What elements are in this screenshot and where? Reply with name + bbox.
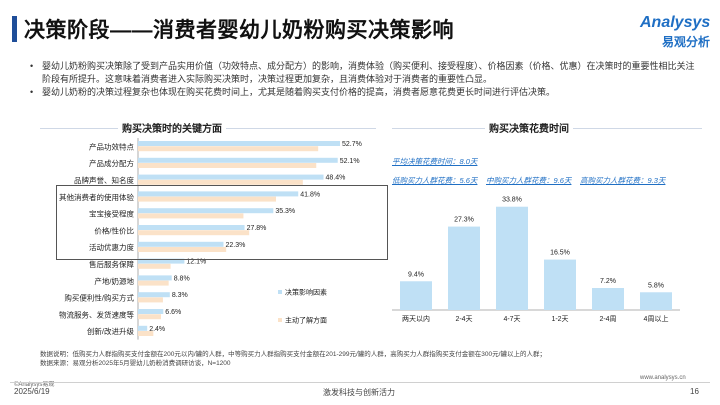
category-label: 产地/奶源地 xyxy=(94,276,134,286)
category-label: 物流服务、发货速度等 xyxy=(59,309,134,319)
data-label: 16.5% xyxy=(550,250,570,257)
bar-active-attention xyxy=(138,213,244,219)
title-accent-bar xyxy=(12,16,17,42)
bar-decision-factor xyxy=(138,258,185,264)
footer-slogan: 激发科技与创新活力 xyxy=(323,388,395,397)
summary-bullet-2: 婴幼儿奶粉的决策过程复杂也体现在购买花费时间上，尤其是随着购买支付价格的提高，消… xyxy=(30,86,702,99)
low-buyer-time-note: 低购买力人群花费：5.6天 xyxy=(392,176,478,185)
data-label: 41.8% xyxy=(300,191,320,198)
data-label: 33.8% xyxy=(502,197,522,204)
bar-active-attention xyxy=(138,263,171,269)
website-link[interactable]: www.analysys.cn xyxy=(640,375,686,381)
time-bar xyxy=(448,226,480,310)
bar-decision-factor xyxy=(138,208,274,214)
data-label: 8.8% xyxy=(174,275,190,282)
bar-decision-factor xyxy=(138,191,299,197)
key-factors-bar-chart: 产品功效特点 52.7% 产品成分配方 52.1% 品牌声誉、知名度 48.4% 其他消费者… xyxy=(59,138,362,340)
data-label: 5.8% xyxy=(648,282,664,289)
time-bar xyxy=(544,259,576,310)
bar-decision-factor xyxy=(138,309,164,314)
data-label: 7.2% xyxy=(600,278,616,285)
data-label: 52.1% xyxy=(340,158,360,165)
category-label: 1-2天 xyxy=(551,315,568,323)
logo-wordmark: Analysys xyxy=(640,14,711,31)
category-label: 2-4周 xyxy=(599,315,616,323)
bar-active-attention xyxy=(138,230,250,236)
category-label: 售后服务保障 xyxy=(89,259,134,269)
summary-bullets: 婴幼儿奶粉购买决策除了受到产品实用价值（功效特点、成分配方）的影响，消费体验（购… xyxy=(30,60,702,99)
bar-active-attention xyxy=(138,179,303,185)
right-chart-title: 购买决策花费时间 xyxy=(485,120,573,135)
summary-bullet-1: 婴幼儿奶粉购买决策除了受到产品实用价值（功效特点、成分配方）的影响，消费体验（购… xyxy=(30,60,702,86)
data-label: 27.3% xyxy=(454,217,474,224)
bar-active-attention xyxy=(138,247,227,252)
data-label: 48.4% xyxy=(326,175,346,182)
time-bar xyxy=(400,281,432,310)
time-bar xyxy=(640,292,672,310)
category-label: 活动优惠力度 xyxy=(89,242,134,252)
bar-active-attention xyxy=(138,280,169,286)
page-title: 决策阶段——消费者婴幼儿奶粉购买决策影响 xyxy=(24,19,454,42)
data-label: 6.6% xyxy=(165,309,181,316)
bar-active-attention xyxy=(138,314,161,320)
analysys-logo: Analysys 易观分析 xyxy=(640,14,710,54)
footer-date: 2025/6/19 xyxy=(14,387,50,396)
data-label: 9.4% xyxy=(408,271,424,278)
footnote: 数据说明：低购买力人群指购买支付金额在200元以内/罐的人群，中等购买力人群指购… xyxy=(40,350,700,368)
decision-time-bar-chart: 9.4% 两天以内 27.3% 2-4天 33.8% 4-7天 16.5% 1-2天 7.2% 2… xyxy=(392,197,680,323)
bar-decision-factor xyxy=(138,292,170,298)
bar-decision-factor xyxy=(138,157,338,163)
high-buyer-time-note: 高购买力人群花费：9.3天 xyxy=(580,176,666,185)
left-chart-title: 购买决策时的关键方面 xyxy=(118,120,226,135)
bar-active-attention xyxy=(138,163,317,168)
data-label: 22.3% xyxy=(225,242,245,249)
footer-rule xyxy=(10,382,710,383)
category-label: 产品成分配方 xyxy=(89,158,134,168)
category-label: 宝宝接受程度 xyxy=(89,209,134,219)
page-number: 16 xyxy=(690,387,699,396)
bar-active-attention xyxy=(138,146,319,152)
avg-decision-time-note: 平均决策花费时间：8.0天 xyxy=(392,157,478,166)
category-label: 其他消费者的使用体验 xyxy=(59,192,134,202)
logo-chinese-name: 易观分析 xyxy=(661,35,710,49)
category-label: 产品功效特点 xyxy=(89,141,134,151)
bar-decision-factor xyxy=(138,241,224,247)
bar-decision-factor xyxy=(138,225,245,230)
data-label: 27.8% xyxy=(247,225,267,232)
bar-decision-factor xyxy=(138,275,172,281)
legend-swatch xyxy=(278,290,282,294)
category-label: 品牌声誉、知名度 xyxy=(74,175,134,185)
bar-decision-factor xyxy=(138,325,148,331)
bar-active-attention xyxy=(138,196,276,202)
category-label: 2-4天 xyxy=(455,315,472,323)
data-label: 52.7% xyxy=(342,141,362,148)
copyright: ©Analysys易观 xyxy=(14,382,55,388)
legend-swatch xyxy=(278,318,282,322)
highlight-box xyxy=(56,185,388,260)
data-label: 2.4% xyxy=(149,326,165,333)
category-label: 购买便利性/购买方式 xyxy=(64,293,134,303)
bar-active-attention xyxy=(138,331,154,336)
data-label: 8.3% xyxy=(172,292,188,299)
data-label: 35.3% xyxy=(275,208,295,215)
category-label: 两天以内 xyxy=(402,314,430,323)
legend-label: 主动了解方面 xyxy=(285,316,327,325)
category-label: 创新/改进升级 xyxy=(87,326,135,336)
category-label: 4-7天 xyxy=(503,315,520,323)
footnote-data-source: 数据来源：易观分析2025年5月婴幼儿奶粉消费调研访谈，N=1200 xyxy=(40,360,231,367)
mid-buyer-time-note: 中购买力人群花费：9.6天 xyxy=(486,176,572,185)
data-label: 12.1% xyxy=(186,259,206,266)
bar-decision-factor xyxy=(138,174,324,180)
footnote-data-note: 数据说明：低购买力人群指购买支付金额在200元以内/罐的人群，中等购买力人群指购… xyxy=(40,351,546,358)
legend-label: 决策影响因素 xyxy=(285,288,327,297)
time-bar xyxy=(496,206,528,310)
time-bar xyxy=(592,288,624,310)
category-label: 4周以上 xyxy=(644,314,669,323)
bar-decision-factor xyxy=(138,141,341,146)
bar-active-attention xyxy=(138,297,163,303)
category-label: 价格/性价比 xyxy=(94,225,134,235)
